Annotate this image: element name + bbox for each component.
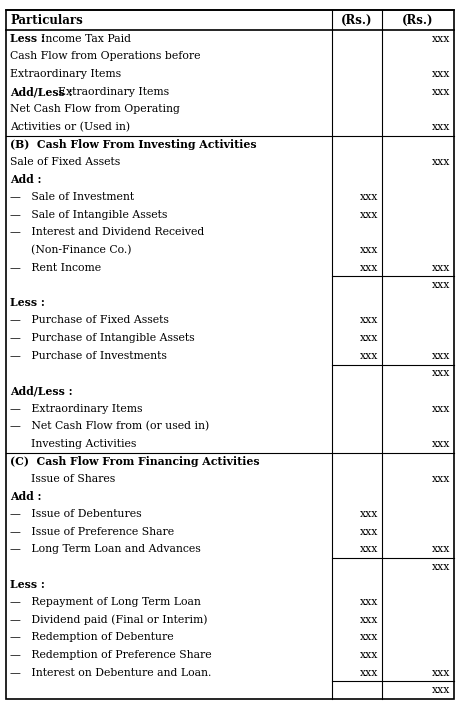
Text: xxx: xxx (360, 210, 378, 220)
Text: —   Extraordinary Items: — Extraordinary Items (10, 404, 143, 414)
Text: Less :: Less : (10, 298, 45, 308)
Text: xxx: xxx (360, 527, 378, 537)
Text: —   Repayment of Long Term Loan: — Repayment of Long Term Loan (10, 597, 201, 607)
Text: xxx: xxx (432, 157, 450, 167)
Text: —   Purchase of Intangible Assets: — Purchase of Intangible Assets (10, 333, 195, 343)
Text: (Non-Finance Co.): (Non-Finance Co.) (10, 245, 131, 255)
Text: xxx: xxx (432, 351, 450, 361)
Text: xxx: xxx (360, 597, 378, 607)
Text: xxx: xxx (360, 650, 378, 660)
Text: —   Dividend paid (Final or Interim): — Dividend paid (Final or Interim) (10, 614, 207, 625)
Text: (Rs.): (Rs.) (341, 13, 373, 26)
Text: —   Purchase of Fixed Assets: — Purchase of Fixed Assets (10, 315, 169, 325)
Text: —   Redemption of Preference Share: — Redemption of Preference Share (10, 650, 212, 660)
Text: xxx: xxx (360, 544, 378, 554)
Text: xxx: xxx (432, 474, 450, 484)
Text: Add :: Add : (10, 491, 41, 502)
Text: xxx: xxx (360, 509, 378, 519)
Text: xxx: xxx (432, 544, 450, 554)
Text: —   Sale of Intangible Assets: — Sale of Intangible Assets (10, 210, 167, 220)
Text: Particulars: Particulars (10, 13, 83, 26)
Text: (Rs.): (Rs.) (402, 13, 434, 26)
Text: xxx: xxx (360, 632, 378, 643)
Text: xxx: xxx (432, 122, 450, 132)
Text: xxx: xxx (432, 685, 450, 695)
Text: xxx: xxx (432, 404, 450, 414)
Text: xxx: xxx (432, 439, 450, 449)
Text: —   Sale of Investment: — Sale of Investment (10, 192, 134, 202)
Text: Activities or (Used in): Activities or (Used in) (10, 122, 130, 132)
Text: —   Redemption of Debenture: — Redemption of Debenture (10, 632, 174, 643)
Text: xxx: xxx (432, 562, 450, 572)
Text: xxx: xxx (360, 245, 378, 255)
Text: —   Net Cash Flow from (or used in): — Net Cash Flow from (or used in) (10, 421, 209, 431)
Text: —   Purchase of Investments: — Purchase of Investments (10, 351, 167, 361)
Text: xxx: xxx (432, 34, 450, 44)
Text: xxx: xxx (360, 667, 378, 677)
Text: Issue of Shares: Issue of Shares (10, 474, 115, 484)
Text: xxx: xxx (432, 667, 450, 677)
Text: xxx: xxx (360, 615, 378, 625)
Text: —   Long Term Loan and Advances: — Long Term Loan and Advances (10, 544, 201, 554)
Text: xxx: xxx (432, 263, 450, 273)
Text: xxx: xxx (360, 192, 378, 202)
Text: xxx: xxx (360, 333, 378, 343)
Text: —   Rent Income: — Rent Income (10, 263, 101, 273)
Text: Sale of Fixed Assets: Sale of Fixed Assets (10, 157, 120, 167)
Text: xxx: xxx (432, 87, 450, 97)
Text: Extraordinary Items: Extraordinary Items (10, 69, 121, 79)
Text: —   Interest and Dividend Received: — Interest and Dividend Received (10, 228, 204, 238)
Text: Net Cash Flow from Operating: Net Cash Flow from Operating (10, 104, 180, 115)
Text: (B)  Cash Flow From Investing Activities: (B) Cash Flow From Investing Activities (10, 139, 257, 150)
Text: Investing Activities: Investing Activities (10, 439, 137, 449)
Text: Extraordinary Items: Extraordinary Items (58, 87, 169, 97)
Text: xxx: xxx (360, 315, 378, 325)
Text: —   Interest on Debenture and Loan.: — Interest on Debenture and Loan. (10, 667, 212, 677)
Text: —   Issue of Debentures: — Issue of Debentures (10, 509, 142, 519)
Text: xxx: xxx (432, 368, 450, 378)
Text: Income Tax Paid: Income Tax Paid (41, 34, 130, 44)
Text: xxx: xxx (432, 280, 450, 291)
Text: xxx: xxx (360, 263, 378, 273)
Text: Less :: Less : (10, 33, 48, 45)
Text: xxx: xxx (360, 351, 378, 361)
Text: —   Issue of Preference Share: — Issue of Preference Share (10, 527, 174, 537)
Text: (C)  Cash Flow From Financing Activities: (C) Cash Flow From Financing Activities (10, 456, 260, 467)
Text: Add :: Add : (10, 174, 41, 185)
Text: xxx: xxx (432, 69, 450, 79)
Text: Add/Less :: Add/Less : (10, 86, 76, 97)
Text: Less :: Less : (10, 579, 45, 590)
Text: Cash Flow from Operations before: Cash Flow from Operations before (10, 52, 200, 62)
Text: Add/Less :: Add/Less : (10, 385, 73, 397)
